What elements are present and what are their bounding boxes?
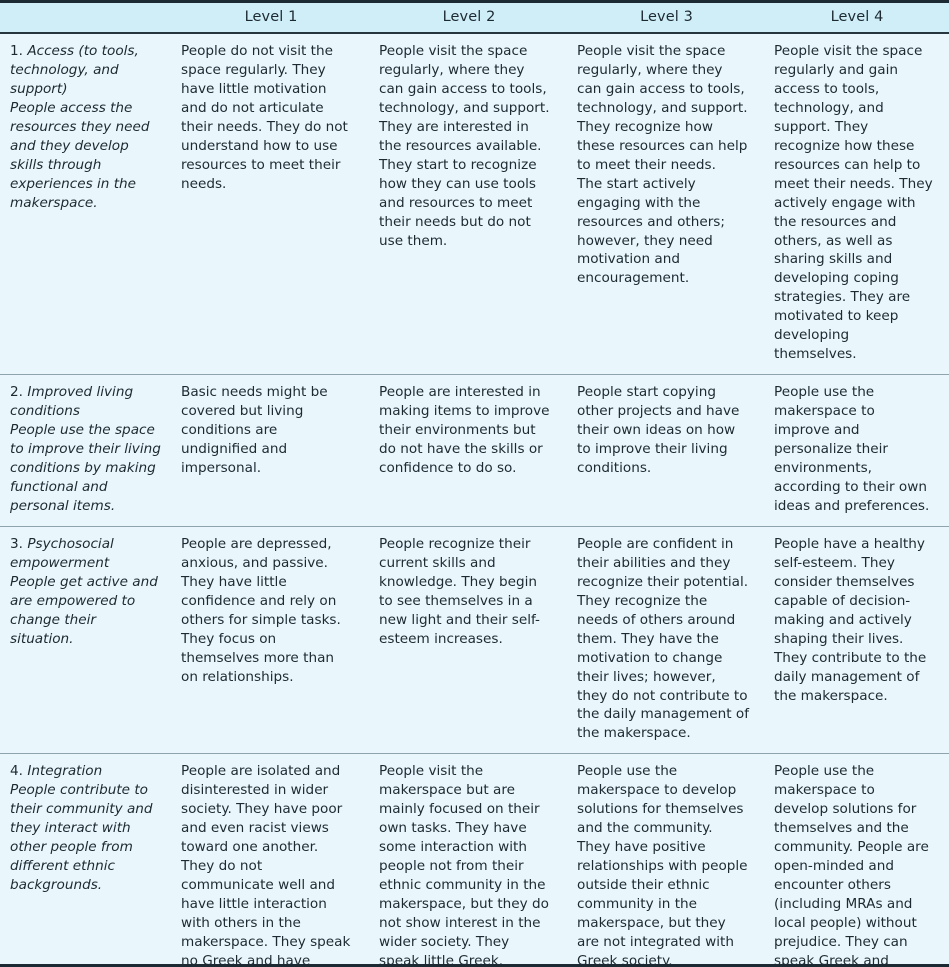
table-row: 1. Access (to tools, technology, and sup… — [0, 33, 949, 376]
dimension-description: People use the space to improve their li… — [10, 422, 161, 514]
dimension-cell: 1. Access (to tools, technology, and sup… — [0, 33, 172, 376]
dimension-heading: 2. Improved living conditions — [10, 384, 133, 419]
level-4-cell: People use the makerspace to improve and… — [765, 374, 949, 527]
dimension-description: People access the resources they need an… — [10, 99, 150, 211]
level-2-cell: People recognize their current skills an… — [370, 526, 568, 755]
cell-paragraph: People use the makerspace to improve and… — [774, 384, 930, 514]
level-2-cell: People are interested in making items to… — [370, 374, 568, 527]
level-2-cell: People visit the space regularly, where … — [370, 33, 568, 376]
dimension-description: People get active and are empowered to c… — [10, 573, 158, 647]
column-header-dimension — [0, 3, 172, 34]
dimension-title: Integration — [27, 763, 103, 780]
column-header-level-1: Level 1 — [172, 3, 370, 34]
table-header: Level 1 Level 2 Level 3 Level 4 — [0, 3, 949, 34]
table-header-row: Level 1 Level 2 Level 3 Level 4 — [0, 3, 949, 34]
level-1-cell: People are depressed, anxious, and passi… — [172, 526, 370, 755]
dimension-heading: 1. Access (to tools, technology, and sup… — [10, 43, 139, 97]
cell-paragraph: People are isolated and disinterested in… — [181, 763, 351, 967]
dimension-title: Improved living conditions — [10, 384, 134, 420]
cell-paragraph: People are interested in making items to… — [379, 384, 550, 477]
dimension-cell: 2. Improved living conditions People use … — [0, 374, 172, 527]
dimension-heading: 4. Integration — [10, 763, 102, 779]
table-row: 4. Integration People contribute to their… — [0, 753, 949, 967]
cell-paragraph: People do not visit the space regularly.… — [181, 43, 348, 192]
dimension-heading: 3. Psychosocial empowerment — [10, 536, 114, 571]
level-2-cell: People visit the makerspace but are main… — [370, 753, 568, 967]
table-body: 1. Access (to tools, technology, and sup… — [0, 33, 949, 967]
level-4-cell: People visit the space regularly and gai… — [765, 33, 949, 376]
cell-paragraph: People start copying other projects and … — [577, 384, 740, 477]
level-3-cell: People use the makerspace to develop sol… — [568, 753, 765, 967]
column-header-level-3: Level 3 — [568, 3, 765, 34]
column-header-level-4: Level 4 — [765, 3, 949, 34]
level-3-cell: People are confident in their abilities … — [568, 526, 765, 755]
level-1-cell: Basic needs might be covered but living … — [172, 374, 370, 527]
level-4-cell: People use the makerspace to develop sol… — [765, 753, 949, 967]
dimension-number: 3. — [10, 535, 23, 552]
dimension-number: 2. — [10, 384, 23, 401]
cell-paragraph: People use the makerspace to develop sol… — [774, 763, 929, 967]
outcomes-matrix-table: Level 1 Level 2 Level 3 Level 4 1. Acces… — [0, 3, 949, 967]
cell-paragraph: People visit the makerspace but are main… — [379, 763, 549, 967]
dimension-description: People contribute to their community and… — [10, 782, 153, 894]
dimension-cell: 3. Psychosocial empowerment People get ac… — [0, 526, 172, 755]
dimension-cell: 4. Integration People contribute to their… — [0, 753, 172, 964]
level-3-cell: People visit the space regularly, where … — [568, 33, 765, 376]
dimension-number: 1. — [10, 43, 23, 59]
cell-paragraph: People use the makerspace to develop sol… — [577, 763, 748, 967]
cell-paragraph: Basic needs might be covered but living … — [181, 384, 328, 477]
cell-paragraph: People are confident in their abilities … — [577, 535, 749, 742]
column-header-level-2: Level 2 — [370, 3, 568, 34]
cell-paragraph: People are depressed, anxious, and passi… — [181, 535, 341, 685]
table-row: 2. Improved living conditions People use … — [0, 374, 949, 527]
cell-paragraph: People recognize their current skills an… — [379, 535, 540, 647]
dimension-title: Access (to tools, technology, and suppor… — [10, 43, 139, 97]
table-row: 3. Psychosocial empowerment People get ac… — [0, 526, 949, 755]
cell-paragraph: People visit the space regularly, where … — [379, 43, 550, 249]
level-1-cell: People are isolated and disinterested in… — [172, 753, 370, 967]
cell-paragraph: People visit the space regularly and gai… — [774, 43, 933, 363]
cell-paragraph: The start actively engaging with the res… — [577, 175, 725, 287]
dimension-title: Psychosocial empowerment — [10, 535, 114, 571]
level-4-cell: People have a healthy self-esteem. They … — [765, 526, 949, 755]
cell-paragraph: People have a healthy self-esteem. They … — [774, 535, 927, 704]
level-3-cell: People start copying other projects and … — [568, 374, 765, 527]
cell-paragraph: People visit the space regularly, where … — [577, 43, 748, 173]
level-1-cell: People do not visit the space regularly.… — [172, 33, 370, 376]
dimension-number: 4. — [10, 763, 23, 780]
